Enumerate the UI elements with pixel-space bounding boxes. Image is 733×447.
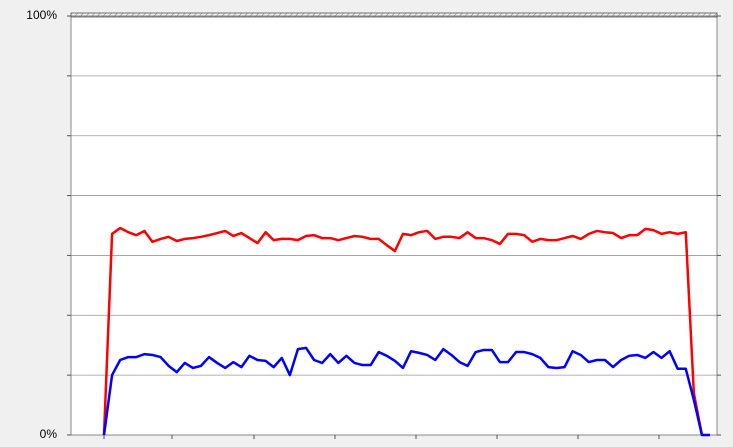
y-tick-label: 0%	[40, 427, 58, 441]
y-tick-label: 100%	[26, 8, 57, 22]
plot-area	[70, 15, 718, 436]
series-line	[102, 346, 710, 437]
series-line	[102, 226, 704, 436]
limit-band	[70, 12, 718, 18]
